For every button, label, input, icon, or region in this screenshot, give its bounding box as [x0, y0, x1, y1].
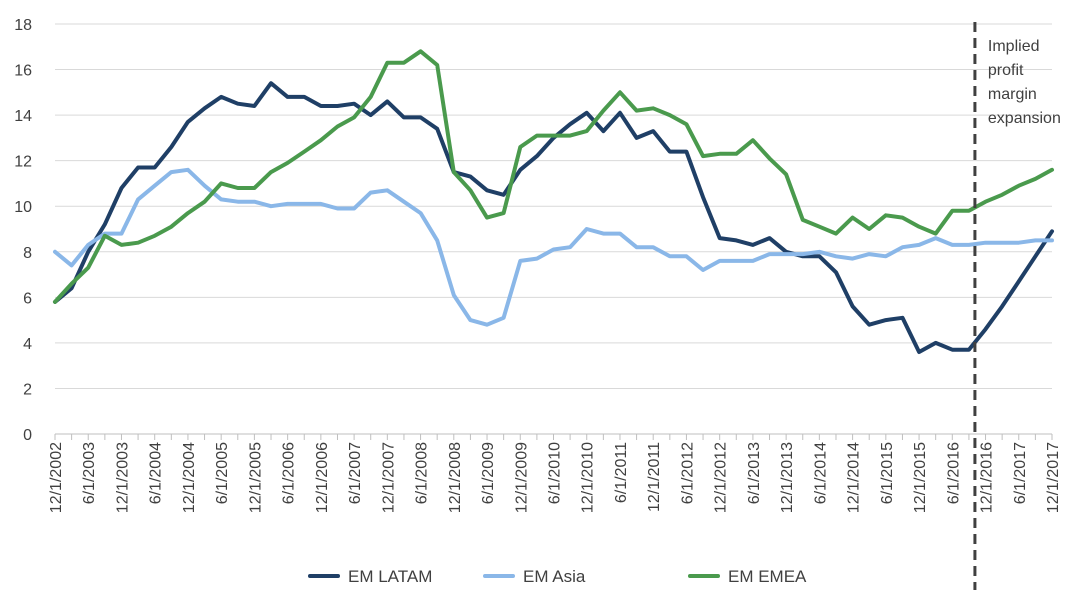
y-tick-label: 6: [23, 290, 32, 307]
x-tick-label: 12/1/2009: [513, 442, 530, 513]
x-tick-label: 6/1/2013: [746, 442, 763, 504]
series-line-em-emea: [53, 49, 1054, 304]
x-tick-label: 12/1/2007: [380, 442, 397, 513]
x-tick-label: 6/1/2010: [547, 442, 564, 504]
x-tick-label: 12/1/2006: [314, 442, 331, 513]
gridlines: [55, 23, 1052, 435]
x-tick-label: 12/1/2004: [181, 442, 198, 513]
y-tick-label: 8: [23, 245, 32, 262]
x-tick-label: 6/1/2003: [81, 442, 98, 504]
y-tick-label: 2: [23, 381, 32, 398]
legend-label: EM LATAM: [348, 567, 432, 586]
x-tick-label: 12/1/2017: [1045, 442, 1062, 513]
x-tick-label: 12/1/2014: [846, 442, 863, 513]
x-tick-label: 6/1/2017: [1012, 442, 1029, 504]
legend-label: EM Asia: [523, 567, 586, 586]
x-tick-label: 12/1/2011: [646, 442, 663, 512]
annotation: Implied profit margin expansion: [973, 22, 1061, 590]
y-axis: 0 2 4 6 8 10 12 14 16 18: [14, 17, 32, 444]
x-tick-label: 6/1/2009: [480, 442, 497, 504]
x-tick-label: 12/1/2015: [912, 442, 929, 513]
x-tick-label: 6/1/2008: [414, 442, 431, 504]
x-tick-label: 6/1/2012: [679, 442, 696, 504]
x-tick-label: 6/1/2006: [281, 442, 298, 504]
series-line-em-latam: [53, 81, 1054, 354]
x-tick-label: 12/1/2013: [779, 442, 796, 513]
x-tick-label: 6/1/2014: [812, 442, 829, 504]
x-tick-label: 12/1/2005: [247, 442, 264, 513]
y-tick-label: 4: [23, 336, 32, 353]
y-tick-label: 14: [14, 108, 32, 125]
y-tick-label: 12: [14, 154, 32, 171]
x-tick-label: 6/1/2015: [879, 442, 896, 504]
y-tick-label: 10: [14, 199, 32, 216]
x-tick-label: 12/1/2002: [48, 442, 65, 513]
annotation-text: Implied: [988, 38, 1040, 55]
series-lines: [53, 49, 1054, 354]
legend: EM LATAM EM Asia EM EMEA: [308, 567, 807, 586]
x-tick-label: 6/1/2004: [148, 442, 165, 504]
y-tick-label: 16: [14, 63, 32, 80]
x-tick-label: 6/1/2005: [214, 442, 231, 504]
series-line-em-asia: [53, 167, 1054, 327]
x-tick-label: 12/1/2010: [580, 442, 597, 513]
annotation-text: margin: [988, 86, 1037, 103]
x-tick-label: 6/1/2011: [613, 442, 630, 503]
x-tick-label: 6/1/2016: [945, 442, 962, 504]
legend-label: EM EMEA: [728, 567, 807, 586]
x-axis: 12/1/2002 6/1/2003 12/1/2003 6/1/2004 12/1/2…: [48, 433, 1062, 513]
x-tick-label: 12/1/2016: [979, 442, 996, 513]
y-tick-label: 18: [14, 17, 32, 34]
annotation-text: expansion: [988, 110, 1061, 127]
x-tick-label: 12/1/2008: [447, 442, 464, 513]
annotation-text: profit: [988, 62, 1024, 79]
y-tick-label: 0: [23, 427, 32, 444]
x-tick-label: 6/1/2007: [347, 442, 364, 504]
x-tick-label: 12/1/2012: [713, 442, 730, 513]
x-tick-label: 12/1/2003: [114, 442, 131, 513]
